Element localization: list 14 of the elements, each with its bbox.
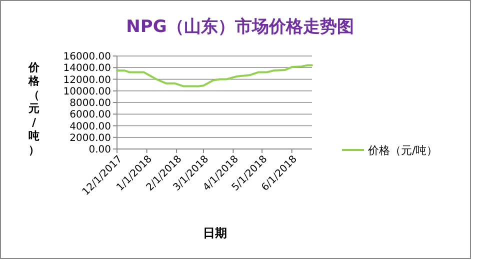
line-series <box>116 64 313 88</box>
y-tick-label: 10000.00 <box>63 86 111 98</box>
chart-title: NPG（山东）市场价格走势图 <box>126 17 354 37</box>
y-tick-label: 16000.00 <box>63 52 111 62</box>
x-axis-title: 日期 <box>203 226 227 240</box>
y-tick-label: 12000.00 <box>63 74 111 86</box>
y-axis-title: 价格（元/吨） <box>28 60 40 156</box>
y-tick-label: 2000.00 <box>70 132 111 144</box>
y-tick-label: 6000.00 <box>70 110 111 121</box>
y-tick-label: 14000.00 <box>63 63 111 74</box>
y-tick-label: 4000.00 <box>70 121 111 132</box>
legend-label: 价格（元/吨） <box>367 144 438 157</box>
y-tick-label: 0.00 <box>88 144 111 156</box>
y-tick-label: 8000.00 <box>70 98 111 109</box>
